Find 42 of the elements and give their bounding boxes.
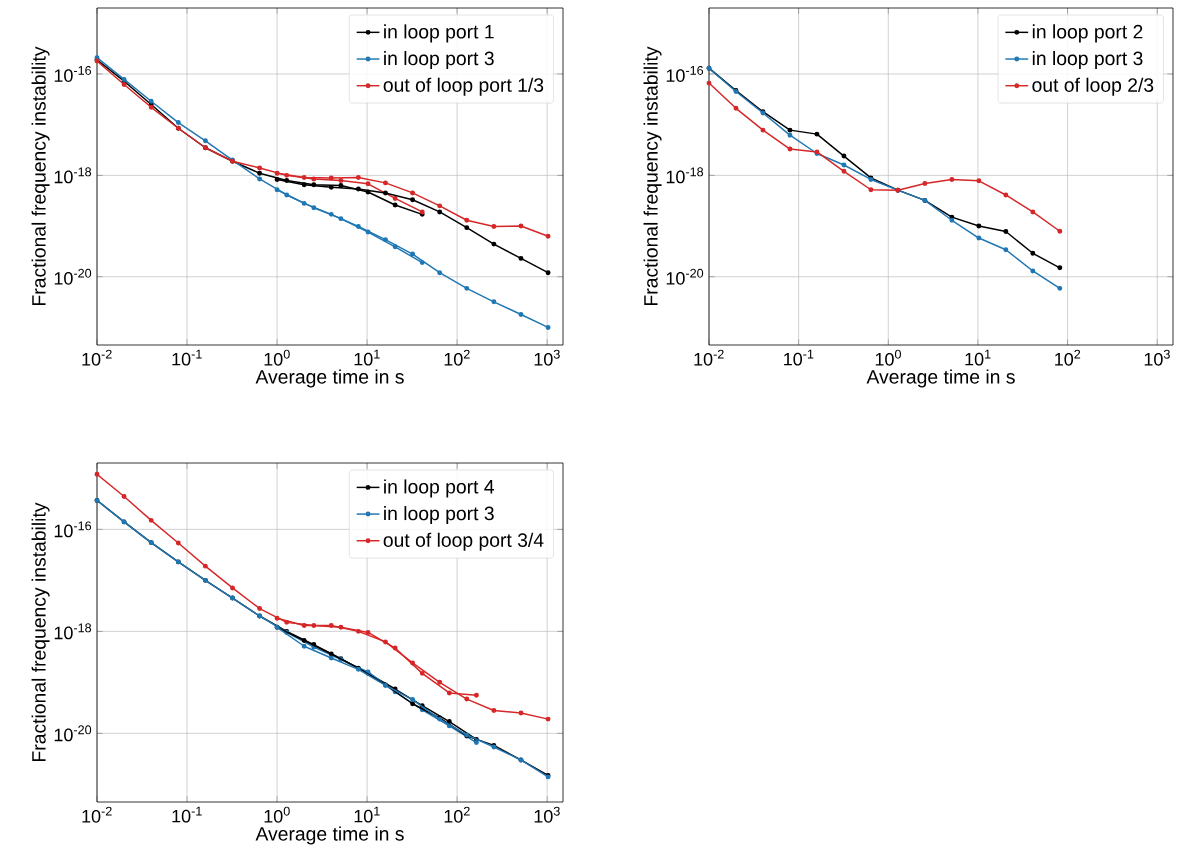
legend-label: in loop port 3 (1032, 51, 1143, 70)
x-tick-label: 10$^{2}$ (1055, 349, 1081, 366)
x-axis-title: Average time in s (255, 826, 404, 845)
legend-label: out of loop port 1/3 (383, 77, 544, 96)
x-tick-label: 10$^{-2}$ (82, 349, 112, 366)
x-axis-title: Average time in s (255, 369, 404, 388)
legend-label: in loop port 3 (384, 51, 494, 70)
legend-label: out of loop 2/3 (1032, 77, 1154, 96)
y-tick-label: 10$^{-16}$ (666, 65, 704, 82)
x-tick-label: 10$^{0}$ (875, 349, 901, 366)
x-tick-label: 10$^{0}$ (264, 349, 290, 366)
legend-label: in loop port 2 (1032, 24, 1143, 43)
x-tick-label: 10$^{-1}$ (172, 806, 202, 823)
x-tick-label: 10$^{1}$ (354, 349, 380, 366)
y-axis-title: Fractional frequency instability (31, 46, 50, 305)
x-tick-label: 10$^{1}$ (354, 806, 380, 823)
y-tick-label: 10$^{-16}$ (54, 65, 92, 82)
y-axis-title: Fractional frequency instability (31, 502, 50, 761)
legend-label: in loop port 3 (384, 506, 494, 525)
legend-label: in loop port 4 (384, 479, 495, 498)
x-tick-label: 10$^{2}$ (444, 806, 470, 823)
y-tick-label: 10$^{-20}$ (54, 725, 92, 742)
y-axis-title: Fractional frequency instability (643, 46, 662, 305)
y-tick-label: 10$^{-18}$ (54, 623, 92, 640)
y-tick-label: 10$^{-20}$ (666, 268, 704, 285)
x-tick-label: 10$^{3}$ (1144, 349, 1170, 366)
y-tick-label: 10$^{-18}$ (666, 167, 704, 184)
y-tick-label: 10$^{-16}$ (54, 521, 92, 538)
x-tick-label: 10$^{-1}$ (784, 349, 814, 366)
x-tick-label: 10$^{3}$ (534, 806, 560, 823)
x-tick-label: 10$^{-1}$ (172, 349, 202, 366)
legend-label: out of loop port 3/4 (383, 532, 544, 551)
y-tick-label: 10$^{-18}$ (54, 167, 92, 184)
x-tick-label: 10$^{-2}$ (694, 349, 724, 366)
x-tick-label: 10$^{-2}$ (82, 806, 112, 823)
x-tick-label: 10$^{1}$ (965, 349, 991, 366)
legend-label: in loop port 1 (384, 24, 494, 43)
x-tick-label: 10$^{3}$ (534, 349, 560, 366)
x-tick-label: 10$^{2}$ (444, 349, 470, 366)
x-tick-label: 10$^{0}$ (264, 806, 290, 823)
x-axis-title: Average time in s (866, 369, 1015, 388)
y-tick-label: 10$^{-20}$ (54, 268, 92, 285)
